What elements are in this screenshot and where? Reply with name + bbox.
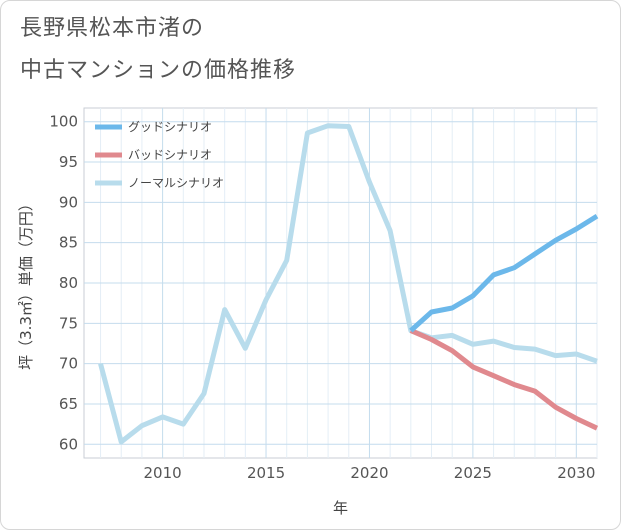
legend-item-bad: バッドシナリオ (95, 148, 212, 162)
legend-label: ノーマルシナリオ (128, 176, 224, 190)
legend-item-normal: ノーマルシナリオ (95, 176, 224, 190)
y-tick-label: 80 (59, 274, 78, 292)
legend-label: グッドシナリオ (128, 120, 212, 134)
y-axis-label: 坪（3.3㎡）単価（万円） (17, 196, 35, 370)
x-tick-label: 2015 (247, 464, 285, 482)
series-line-normal (98, 123, 598, 445)
y-tick-label: 85 (59, 234, 78, 252)
y-tick-label: 75 (59, 314, 78, 332)
y-tick-label: 95 (59, 153, 78, 171)
y-tick-label: 70 (59, 355, 78, 373)
x-tick-label: 2020 (350, 464, 388, 482)
series-line-bad (409, 328, 599, 431)
y-tick-label: 65 (59, 395, 78, 413)
y-tick-label: 90 (59, 193, 78, 211)
x-axis-label: 年 (333, 499, 348, 517)
legend-item-good: グッドシナリオ (95, 120, 212, 134)
x-tick-label: 2030 (557, 464, 595, 482)
y-tick-label: 100 (49, 113, 78, 131)
series-line-good (409, 213, 599, 333)
x-tick-label: 2010 (144, 464, 182, 482)
x-tick-label: 2025 (454, 464, 492, 482)
chart-title-line1: 長野県松本市渚の (20, 16, 205, 41)
chart-title-line2: 中古マンションの価格推移 (20, 58, 297, 83)
y-tick-label: 60 (59, 435, 78, 453)
legend-label: バッドシナリオ (128, 148, 212, 162)
